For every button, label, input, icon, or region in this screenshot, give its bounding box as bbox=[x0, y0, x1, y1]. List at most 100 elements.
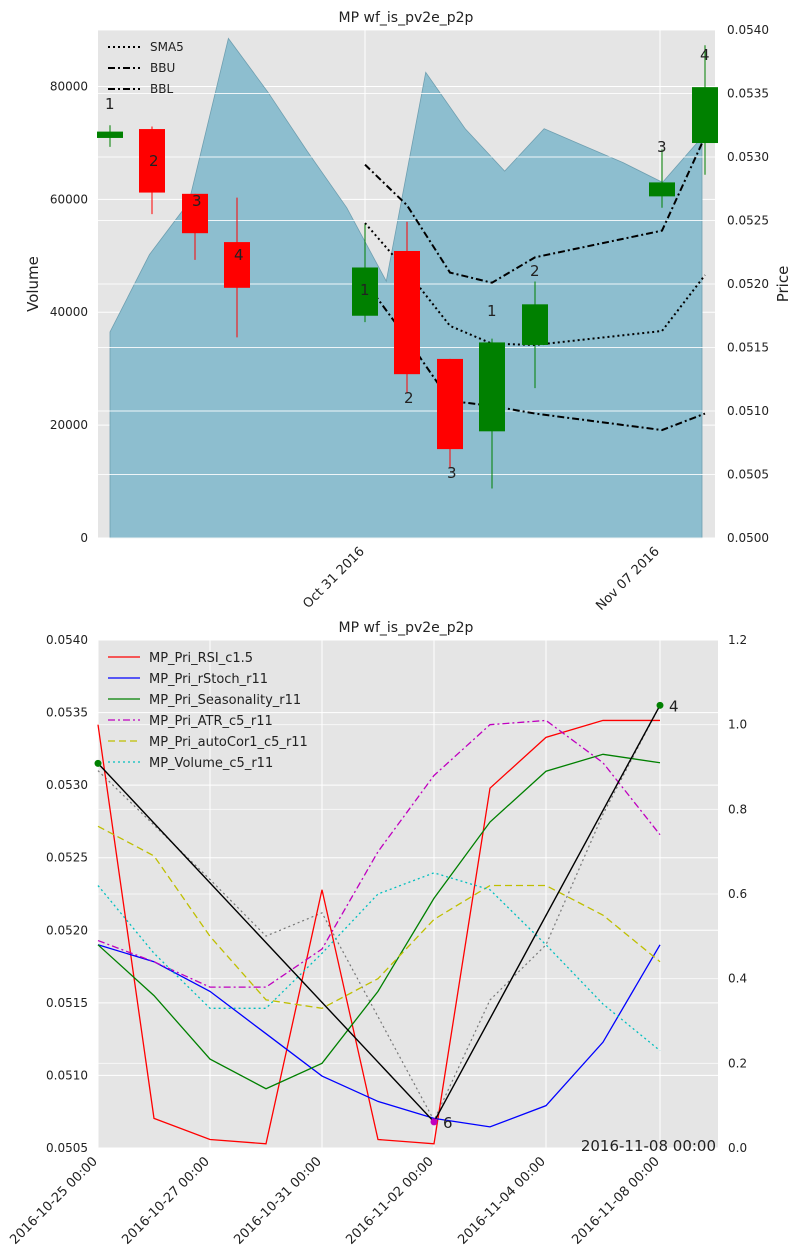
candles: 1 2 3 4 1 2 3 1 2 3 4 bbox=[97, 45, 718, 489]
series-line-0 bbox=[97, 719, 660, 1145]
bottom-right-tick-5: 1.0 bbox=[728, 718, 747, 732]
volume-tick-1: 20000 bbox=[50, 418, 88, 432]
candle-label-7: 1 bbox=[487, 302, 497, 320]
top-price-gridlines bbox=[98, 29, 715, 539]
candle-body-5 bbox=[394, 250, 420, 375]
bottom-legend-label-1: MP_Pri_rStoch_r11 bbox=[149, 672, 268, 687]
bottom-chart-title: MP wf_is_pv2e_p2p bbox=[339, 620, 474, 636]
series-line-3 bbox=[97, 719, 661, 988]
candle-body-0 bbox=[97, 131, 123, 138]
bottom-left-tick-1: 0.0510 bbox=[46, 1068, 88, 1082]
candle-label-0: 1 bbox=[105, 95, 115, 113]
bottom-x-tick-4: 2016-11-04 00:00 bbox=[455, 1154, 548, 1247]
bottom-legend-label-4: MP_Pri_autoCor1_c5_r11 bbox=[149, 735, 308, 750]
bottom-left-tick-4: 0.0525 bbox=[46, 851, 88, 865]
volume-axis-label: Volume bbox=[24, 256, 42, 312]
candle-label-10: 4 bbox=[700, 46, 710, 64]
bottom-legend: MP_Pri_RSI_c1.5 MP_Pri_rStoch_r11 MP_Pri_S… bbox=[108, 651, 308, 771]
signal-points: 64 bbox=[94, 697, 679, 1132]
bottom-legend-label-3: MP_Pri_ATR_c5_r11 bbox=[149, 714, 273, 729]
volume-tick-3: 60000 bbox=[50, 192, 88, 206]
bottom-grid bbox=[97, 639, 718, 1149]
price-tick-8: 0.0540 bbox=[727, 23, 769, 37]
bottom-x-tick-3: 2016-11-02 00:00 bbox=[343, 1154, 436, 1247]
candle-body-9 bbox=[649, 182, 675, 197]
candle-body-8 bbox=[522, 304, 548, 345]
candle-body-3 bbox=[224, 242, 250, 288]
indicator-line-chart: MP wf_is_pv2e_p2p 64 0.05050.05100.05150… bbox=[7, 620, 747, 1248]
top-legend-label-0: SMA5 bbox=[150, 40, 184, 54]
volume-tick-0: 0 bbox=[80, 531, 88, 545]
candle-label-9: 3 bbox=[657, 138, 667, 156]
bottom-left-tick-5: 0.0530 bbox=[46, 778, 88, 792]
signal-point-label-2: 4 bbox=[669, 697, 679, 715]
candle-body-10 bbox=[692, 87, 718, 144]
signal-point-label-1: 6 bbox=[443, 1114, 453, 1132]
volume-axis-ticks: 0 20000 40000 60000 80000 bbox=[50, 79, 88, 545]
candle-body-4 bbox=[352, 267, 378, 316]
candle-body-6 bbox=[437, 358, 463, 450]
bottom-x-tick-0: 2016-10-25 00:00 bbox=[7, 1154, 100, 1247]
price-axis-label: Price bbox=[774, 266, 792, 303]
signal-point-1 bbox=[430, 1118, 438, 1126]
top-legend-label-1: BBU bbox=[150, 61, 175, 75]
volume-tick-4: 80000 bbox=[50, 79, 88, 93]
top-chart-title: MP wf_is_pv2e_p2p bbox=[339, 10, 474, 26]
bottom-x-tick-2: 2016-10-31 00:00 bbox=[231, 1154, 324, 1247]
top-x-axis-ticks: Oct 31 2016 Nov 07 2016 bbox=[300, 544, 662, 613]
price-tick-1: 0.0505 bbox=[727, 468, 769, 482]
bottom-right-tick-0: 0.0 bbox=[728, 1141, 747, 1155]
signal-point-0 bbox=[94, 759, 102, 767]
bottom-legend-label-2: MP_Pri_Seasonality_r11 bbox=[149, 693, 301, 708]
bottom-right-tick-4: 0.8 bbox=[728, 802, 747, 816]
bottom-right-axis-ticks: 0.0 0.2 0.4 0.6 0.8 1.0 1.2 bbox=[728, 633, 747, 1155]
price-tick-6: 0.0530 bbox=[727, 150, 769, 164]
top-x-tick-0: Oct 31 2016 bbox=[300, 544, 367, 611]
series-line-5 bbox=[97, 872, 661, 1052]
series-line-1 bbox=[97, 944, 661, 1128]
candle-label-3: 4 bbox=[234, 246, 244, 264]
price-axis-ticks: 0.0500 0.0505 0.0510 0.0515 0.0520 0.0525 0.05… bbox=[727, 23, 769, 545]
candle-label-5: 2 bbox=[404, 389, 414, 407]
bbu-line bbox=[364, 136, 706, 284]
top-legend-label-2: BBL bbox=[150, 82, 173, 96]
price-tick-7: 0.0535 bbox=[727, 87, 769, 101]
bottom-left-tick-3: 0.0520 bbox=[46, 923, 88, 937]
candle-label-1: 2 bbox=[149, 152, 159, 170]
bottom-left-axis-ticks: 0.0505 0.0510 0.0515 0.0520 0.0525 0.0530 0.05… bbox=[46, 633, 88, 1155]
candle-body-7 bbox=[479, 342, 505, 432]
candle-body-2 bbox=[182, 193, 208, 234]
candlestick-chart: MP wf_is_pv2e_p2p 1 2 3 4 1 2 3 1 2 3 4 0 20000 4000… bbox=[24, 10, 792, 614]
price-tick-3: 0.0515 bbox=[727, 341, 769, 355]
price-tick-4: 0.0520 bbox=[727, 277, 769, 291]
bottom-right-tick-3: 0.6 bbox=[728, 887, 747, 901]
price-tick-0: 0.0500 bbox=[727, 531, 769, 545]
bottom-right-tick-2: 0.4 bbox=[728, 972, 747, 986]
series-line-4 bbox=[97, 825, 661, 1009]
candle-label-4: 1 bbox=[360, 281, 370, 299]
top-legend: SMA5 BBU BBL bbox=[108, 40, 184, 96]
bottom-x-axis-ticks: 2016-10-25 00:00 2016-10-27 00:00 2016-10-… bbox=[7, 1154, 662, 1247]
series-line-2 bbox=[97, 753, 661, 1090]
bottom-right-tick-6: 1.2 bbox=[728, 633, 747, 647]
price-tick-5: 0.0525 bbox=[727, 214, 769, 228]
candle-label-6: 3 bbox=[447, 464, 457, 482]
bottom-legend-label-0: MP_Pri_RSI_c1.5 bbox=[149, 651, 253, 666]
price-tick-2: 0.0510 bbox=[727, 404, 769, 418]
candle-label-2: 3 bbox=[192, 192, 202, 210]
signal-point-2 bbox=[656, 701, 664, 709]
bottom-right-tick-1: 0.2 bbox=[728, 1056, 747, 1070]
bottom-left-tick-6: 0.0535 bbox=[46, 706, 88, 720]
volume-tick-2: 40000 bbox=[50, 305, 88, 319]
bottom-legend-label-5: MP_Volume_c5_r11 bbox=[149, 756, 273, 771]
top-x-tick-1: Nov 07 2016 bbox=[593, 544, 662, 613]
date-annotation: 2016-11-08 00:00 bbox=[581, 1137, 716, 1155]
bottom-left-tick-7: 0.0540 bbox=[46, 633, 88, 647]
bottom-x-tick-1: 2016-10-27 00:00 bbox=[119, 1154, 212, 1247]
candle-body-1 bbox=[139, 129, 165, 193]
bottom-left-tick-0: 0.0505 bbox=[46, 1141, 88, 1155]
candle-label-8: 2 bbox=[530, 262, 540, 280]
bottom-x-tick-5: 2016-11-08 00:00 bbox=[569, 1154, 662, 1247]
bottom-left-tick-2: 0.0515 bbox=[46, 996, 88, 1010]
